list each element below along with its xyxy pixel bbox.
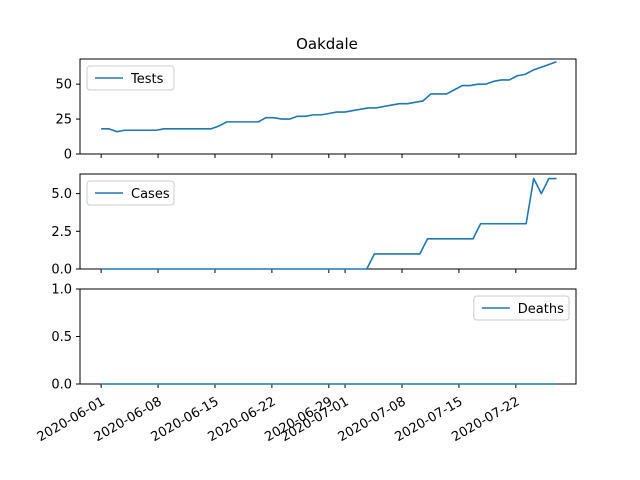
legend-label: Cases [131, 187, 170, 202]
y-tick-label: 25 [55, 113, 72, 128]
y-tick-label: 0.0 [51, 263, 72, 278]
y-tick-label: 50 [55, 78, 72, 93]
chart-title: Oakdale [296, 35, 358, 53]
y-tick-label: 0 [64, 148, 72, 163]
subplot-2: 0.0 2.5 5.0 Cases [51, 173, 577, 278]
legend-label: Deaths [518, 302, 564, 317]
plot-frame [79, 58, 577, 155]
series-line-tests [101, 61, 557, 133]
y-tick-label: 1.0 [51, 283, 72, 298]
subplot-1: 0 25 50 Tests [55, 58, 577, 163]
legend-box [473, 295, 570, 321]
legend-deaths: Deaths [473, 295, 570, 321]
y-tick-label: 2.5 [51, 225, 72, 240]
legend-box [86, 65, 175, 91]
legend-tests: Tests [86, 65, 175, 91]
legend-box [86, 180, 175, 206]
subplot-3: 0.0 0.5 1.0 Deaths [51, 283, 577, 393]
y-tick-label: 5.0 [51, 187, 72, 202]
y-tick-label: 0.5 [51, 330, 72, 345]
y-tick-label: 0.0 [51, 378, 72, 393]
legend-label: Tests [130, 72, 164, 87]
legend-cases: Cases [86, 180, 175, 206]
series-line-cases [101, 177, 557, 270]
